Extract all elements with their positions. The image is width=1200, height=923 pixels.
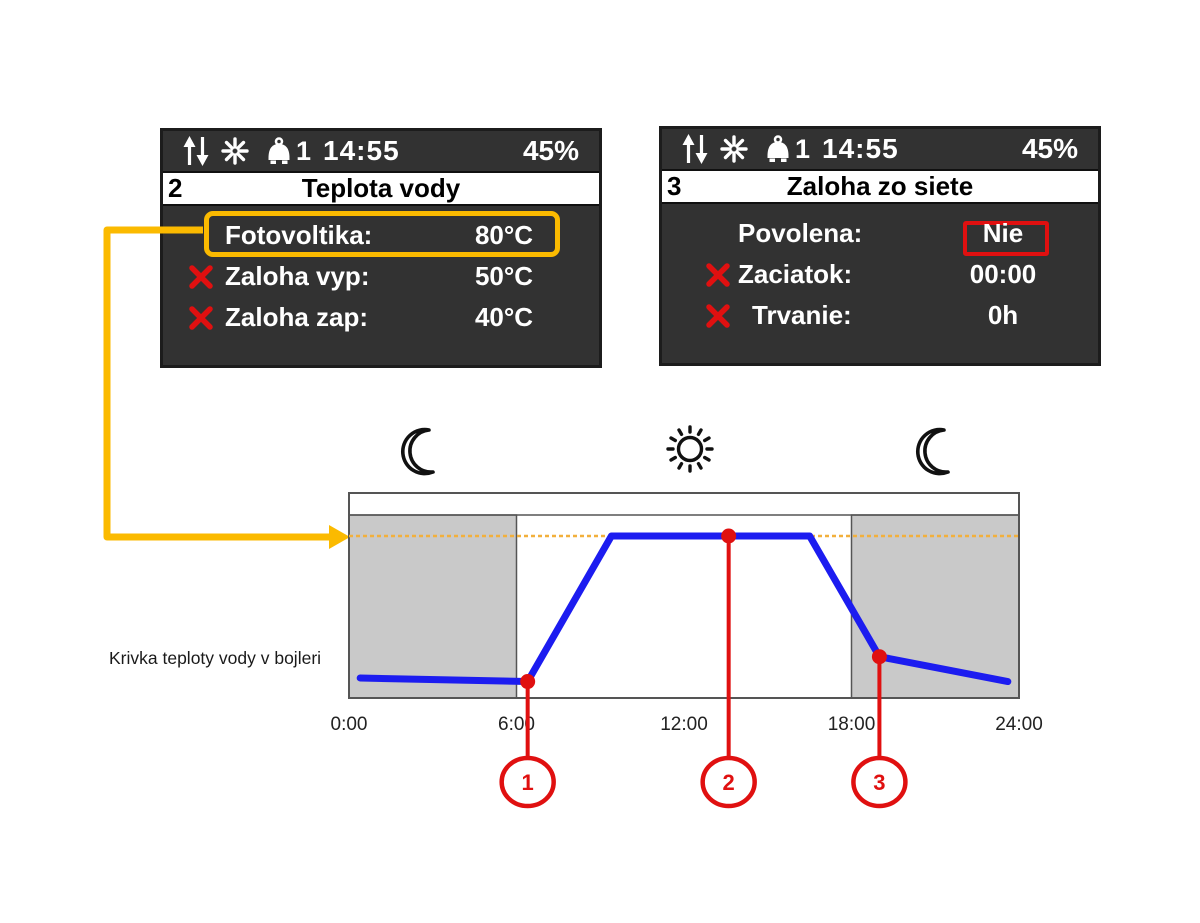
disabled-x-icon <box>706 263 730 287</box>
chart-caption: Krivka teploty vody v bojleri <box>109 648 322 668</box>
row-value[interactable]: 50°C <box>474 261 534 291</box>
moon-icon <box>398 426 444 483</box>
menu-row-zaloha-vyp[interactable]: Zaloha vyp: 50°C <box>163 256 599 297</box>
bell-icon <box>763 135 793 163</box>
disabled-x-icon <box>706 304 730 328</box>
sun-icon <box>221 137 249 165</box>
night-region <box>850 514 1020 699</box>
menu-row-zaloha-zap[interactable]: Zaloha zap: 40°C <box>163 297 599 338</box>
row-label: Zaloha zap: <box>225 302 369 332</box>
menu-number: 3 <box>667 171 682 201</box>
menu-row-trvanie[interactable]: Trvanie: 0h <box>662 295 1098 336</box>
marker-dot <box>871 649 887 665</box>
row-value[interactable]: 80°C <box>474 220 534 250</box>
menu-row-zaciatok[interactable]: Zaciatok: 00:00 <box>662 254 1098 295</box>
battery-percent: 45% <box>522 135 579 166</box>
status-bar: 1 14:55 45% <box>163 131 599 171</box>
menu-title-bar: 3 Zaloha zo siete <box>662 169 1098 204</box>
up-down-arrows-icon <box>682 134 708 164</box>
marker-number: 2 <box>723 770 735 795</box>
marker-number: 1 <box>522 770 534 795</box>
night-region <box>348 514 518 699</box>
x-tick-label: 0:00 <box>331 714 368 735</box>
marker-circle <box>851 755 908 809</box>
row-value[interactable]: 0h <box>987 300 1019 330</box>
row-value[interactable]: Nie <box>982 218 1024 248</box>
marker-circle <box>499 755 556 809</box>
row-value[interactable]: 00:00 <box>969 259 1037 289</box>
sun-icon <box>662 421 718 482</box>
clock-time: 14:55 <box>822 133 899 164</box>
menu-title-bar: 2 Teplota vody <box>163 171 599 206</box>
menu-number: 2 <box>168 173 183 203</box>
row-label: Fotovoltika: <box>225 220 373 250</box>
menu-title: Teplota vody <box>301 173 461 203</box>
moon-icon <box>913 426 959 483</box>
row-label: Zaloha vyp: <box>225 261 370 291</box>
temperature-curve <box>356 532 1012 686</box>
row-label: Povolena: <box>738 218 863 248</box>
alarm-count: 1 <box>795 133 811 164</box>
marker-dot <box>721 528 737 544</box>
marker-number: 3 <box>873 770 885 795</box>
row-label: Zaciatok: <box>738 259 853 289</box>
bell-icon <box>264 137 294 165</box>
marker-dot <box>520 674 536 690</box>
screen-zaloha-zo-siete: 1 14:55 45% 3 Zaloha zo siete Povolena: … <box>659 126 1101 366</box>
sun-icon <box>720 135 748 163</box>
row-value[interactable]: 40°C <box>474 302 534 332</box>
screen-teplota-vody: 1 14:55 45% 2 Teplota vody Fotovoltika: … <box>160 128 602 368</box>
x-tick-label: 24:00 <box>995 714 1043 735</box>
menu-row-povolena[interactable]: Povolena: Nie <box>662 213 1098 254</box>
up-down-arrows-icon <box>183 136 209 166</box>
alarm-count: 1 <box>296 135 312 166</box>
clock-time: 14:55 <box>323 135 400 166</box>
nie-value-box <box>963 221 1049 256</box>
battery-percent: 45% <box>1021 133 1078 164</box>
row-label: Trvanie: <box>752 300 852 330</box>
disabled-x-icon <box>189 265 213 289</box>
menu-title: Zaloha zo siete <box>786 171 974 201</box>
marker-circle <box>700 755 757 809</box>
status-bar: 1 14:55 45% <box>662 129 1098 169</box>
x-tick-label: 18:00 <box>828 714 876 735</box>
disabled-x-icon <box>189 306 213 330</box>
x-tick-label: 12:00 <box>660 714 708 735</box>
x-tick-label: 6:00 <box>498 714 535 735</box>
chart-frame <box>348 492 1020 699</box>
menu-row-fotovoltika[interactable]: Fotovoltika: 80°C <box>163 215 599 256</box>
